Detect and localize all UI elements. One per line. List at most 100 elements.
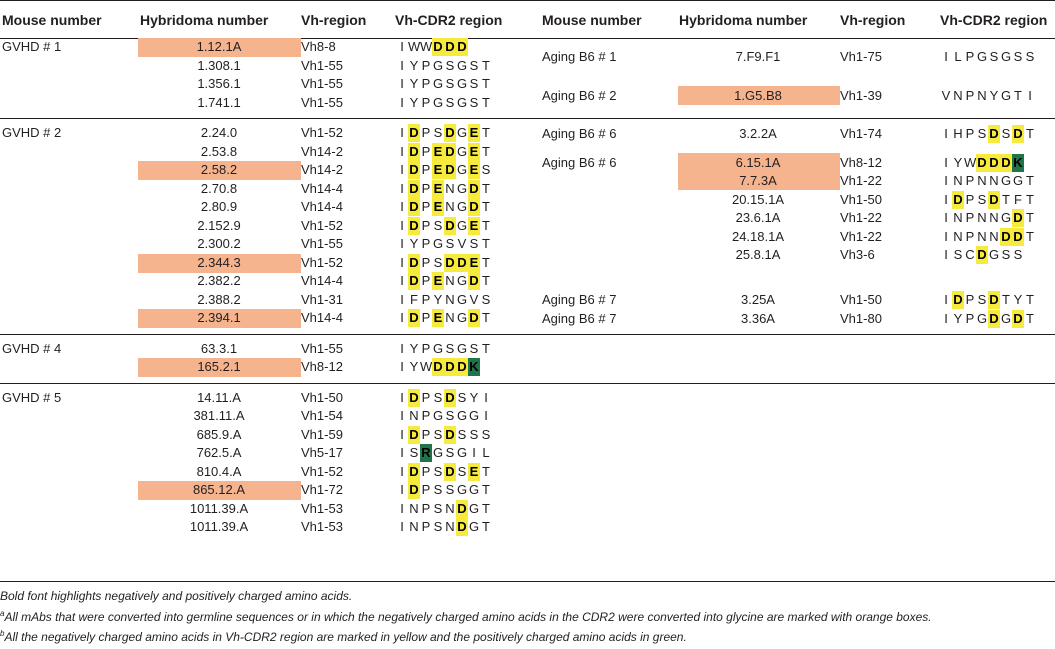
residue: N [409, 408, 419, 423]
hybridoma-number: 2.388.2 [197, 291, 241, 307]
residue: P [421, 143, 431, 159]
vh-region: Vh1-53 [301, 519, 343, 534]
residue: Y [1013, 292, 1023, 307]
residue: I [400, 500, 404, 516]
negative-residue: D [408, 253, 420, 272]
residue: G [432, 57, 444, 73]
hybridoma-number: 25.8.1A [735, 247, 781, 262]
residue: G [456, 94, 468, 110]
residue: Y [409, 94, 419, 110]
hybridoma-number: 2.344.3 [197, 254, 241, 270]
residue: N [445, 500, 455, 516]
vh-region: Vh1-72 [301, 482, 343, 497]
residue: Y [409, 76, 419, 91]
vh-region: Vh1-22 [840, 210, 882, 225]
residue: Y [409, 57, 419, 73]
residue: T [482, 94, 490, 110]
residue: I [400, 273, 404, 288]
residue: S [989, 49, 999, 64]
residue: P [421, 519, 431, 534]
residue: S [433, 463, 443, 479]
hybridoma-number: 7.7.3A [739, 173, 777, 188]
residue: P [421, 236, 431, 251]
negative-residue: D [988, 125, 1000, 143]
hybridoma-number: 381.11.A [193, 408, 245, 423]
negative-residue: E [432, 272, 444, 290]
residue: P [421, 291, 431, 307]
residue: I [400, 236, 404, 251]
residue: T [1026, 126, 1034, 141]
negative-residue: D [456, 38, 468, 56]
hybridoma-number: 165.2.1 [197, 359, 241, 374]
residue: I [400, 519, 404, 534]
residue: T [482, 180, 490, 196]
vh-region: Vh1-52 [301, 254, 343, 270]
residue: P [421, 217, 431, 233]
hybridoma-number: 7.F9.F1 [735, 49, 781, 64]
residue: G [1012, 173, 1024, 188]
hybridoma-number: 2.58.2 [200, 162, 238, 177]
residue: N [445, 291, 455, 307]
mouse-number: GVHD # 1 [2, 39, 62, 54]
residue: I [400, 162, 404, 177]
negative-residue: D [1012, 228, 1024, 246]
vh-region: Vh14-2 [301, 143, 343, 159]
vh-region: Vh1-80 [840, 311, 882, 326]
orange-mark-box [678, 153, 840, 172]
residue: P [421, 426, 431, 442]
vh-region: Vh14-4 [301, 199, 343, 214]
residue: G [456, 445, 468, 460]
residue: G [456, 199, 468, 214]
residue: L [482, 445, 490, 460]
residue: N [989, 229, 999, 244]
vh-region: Vh1-50 [301, 389, 343, 405]
residue: I [400, 291, 404, 307]
residue: I [484, 408, 488, 423]
hybridoma-number: 810.4.A [196, 463, 242, 479]
residue: T [1002, 192, 1010, 207]
residue: S [469, 426, 479, 442]
residue: S [481, 162, 491, 177]
residue: T [482, 217, 490, 233]
residue: P [421, 389, 431, 405]
residue: N [977, 210, 987, 225]
hybridoma-number: 1.308.1 [197, 57, 241, 73]
residue: S [953, 247, 963, 262]
negative-residue: D [1012, 310, 1024, 328]
residue: S [977, 126, 987, 141]
residue: T [1026, 173, 1034, 188]
orange-mark-box [138, 161, 301, 180]
negative-residue: D [468, 272, 480, 290]
residue: G [456, 273, 468, 288]
orange-mark-box [138, 38, 301, 57]
residue: F [1014, 192, 1022, 207]
residue: N [953, 210, 963, 225]
orange-mark-box [138, 309, 301, 328]
negative-residue: D [988, 310, 1000, 328]
residue: G [988, 247, 1000, 262]
negative-residue: D [432, 38, 444, 56]
hybridoma-number: 63.3.1 [200, 340, 238, 356]
hybridoma-number: 685.9.A [196, 426, 242, 442]
residue: S [469, 94, 479, 110]
residue: P [965, 192, 975, 207]
residue: P [421, 57, 431, 73]
hybridoma-number: 1.12.1A [196, 39, 242, 54]
negative-residue: D [444, 253, 456, 272]
residue: G [456, 217, 468, 233]
header-vh-region-right: Vh-region [840, 12, 906, 28]
hybridoma-number: 1.356.1 [197, 76, 241, 91]
negative-residue: D [1000, 154, 1012, 172]
residue: S [445, 57, 455, 73]
residue: N [953, 229, 963, 244]
negative-residue: D [952, 191, 964, 209]
